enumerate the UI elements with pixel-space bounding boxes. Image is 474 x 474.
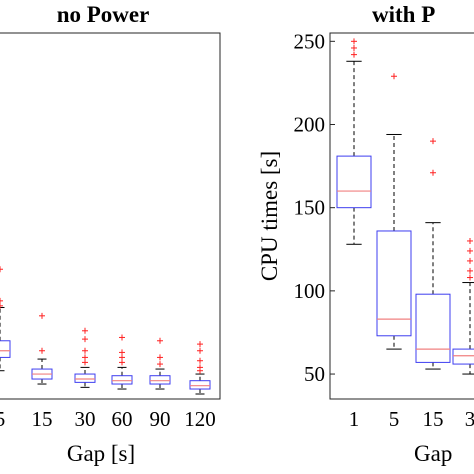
right-chart-title: with P bbox=[372, 2, 435, 27]
outlier-point bbox=[467, 257, 473, 264]
outlier-point bbox=[467, 237, 473, 244]
outlier-point bbox=[391, 73, 397, 80]
left-x-tick-labels: 5 15 30 60 90 120 bbox=[0, 407, 216, 431]
outlier-point bbox=[39, 347, 45, 354]
right-y-tick-label: 200 bbox=[294, 113, 326, 137]
iqr-box bbox=[189, 380, 211, 390]
left-box-5 bbox=[0, 266, 11, 372]
outlier-point bbox=[351, 51, 357, 58]
left-box-60 bbox=[111, 334, 133, 390]
left-box-marks bbox=[0, 266, 211, 395]
left-box-120 bbox=[189, 341, 211, 395]
left-x-tick-label: 15 bbox=[32, 407, 53, 431]
iqr-box bbox=[336, 155, 372, 209]
outlier-point bbox=[197, 341, 203, 348]
right-box-marks bbox=[336, 38, 474, 375]
right-box-1 bbox=[336, 38, 372, 245]
right-box-15 bbox=[415, 138, 451, 370]
outlier-point bbox=[119, 349, 125, 356]
panel-no-power: no Power 5 15 30 60 90 120 Gap [s] bbox=[0, 2, 221, 466]
right-y-tick-label: 250 bbox=[294, 29, 326, 53]
right-x-axis-label: Gap bbox=[414, 441, 452, 466]
outlier-point bbox=[119, 334, 125, 341]
right-x-tick-label: 5 bbox=[389, 407, 400, 431]
left-x-tick-label: 90 bbox=[150, 407, 171, 431]
outlier-point bbox=[467, 267, 473, 274]
outlier-point bbox=[430, 169, 436, 176]
left-chart-title: no Power bbox=[57, 2, 150, 27]
outlier-point bbox=[467, 247, 473, 254]
outlier-point bbox=[157, 337, 163, 344]
outlier-point bbox=[82, 347, 88, 354]
iqr-box bbox=[149, 375, 171, 385]
outlier-point bbox=[82, 327, 88, 334]
right-y-tick-label: 100 bbox=[294, 279, 326, 303]
outlier-point bbox=[39, 312, 45, 319]
outlier-point bbox=[197, 357, 203, 364]
right-y-axis-label: CPU times [s] bbox=[257, 151, 282, 281]
outlier-point bbox=[351, 44, 357, 51]
iqr-box bbox=[74, 373, 96, 383]
outlier-point bbox=[0, 302, 3, 309]
left-x-tick-label: 30 bbox=[75, 407, 96, 431]
outlier-point bbox=[0, 297, 3, 304]
outlier-point bbox=[157, 354, 163, 361]
iqr-box bbox=[111, 375, 133, 385]
iqr-box bbox=[0, 340, 11, 358]
right-box-5 bbox=[376, 73, 412, 350]
outlier-point bbox=[197, 364, 203, 371]
left-x-tick-label: 5 bbox=[0, 407, 5, 431]
iqr-box bbox=[376, 230, 412, 337]
right-x-tick-label: 1 bbox=[349, 407, 360, 431]
right-x-tick-label: 3 bbox=[465, 407, 474, 431]
outlier-point bbox=[157, 361, 163, 368]
right-x-tick-labels: 1 5 15 3 bbox=[349, 407, 474, 431]
right-plot-frame bbox=[329, 32, 474, 400]
left-box-90 bbox=[149, 337, 171, 390]
outlier-point bbox=[0, 266, 3, 273]
left-box-15 bbox=[31, 312, 53, 385]
left-plot-frame bbox=[0, 32, 221, 400]
iqr-box bbox=[452, 348, 474, 365]
right-x-tick-label: 15 bbox=[423, 407, 444, 431]
right-y-tick-label: 50 bbox=[304, 362, 325, 386]
outlier-point bbox=[82, 336, 88, 343]
right-box-3 bbox=[452, 237, 474, 375]
outlier-point bbox=[197, 347, 203, 354]
right-y-tick-labels: 50 100 150 200 250 bbox=[294, 29, 335, 386]
outlier-point bbox=[430, 138, 436, 145]
left-x-tick-label: 60 bbox=[112, 407, 133, 431]
outlier-point bbox=[351, 38, 357, 45]
iqr-box bbox=[415, 293, 451, 363]
right-y-tick-label: 150 bbox=[294, 196, 326, 220]
outlier-point bbox=[82, 354, 88, 361]
outlier-point bbox=[467, 274, 473, 281]
left-x-axis-label: Gap [s] bbox=[67, 441, 135, 466]
left-box-30 bbox=[74, 327, 96, 388]
left-x-tick-label: 120 bbox=[184, 407, 216, 431]
